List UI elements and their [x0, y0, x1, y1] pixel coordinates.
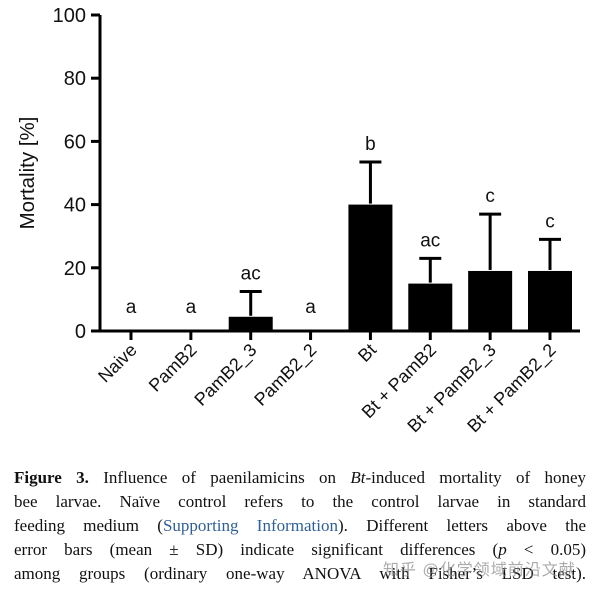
y-tick-label: 100: [53, 5, 86, 27]
bar: [228, 316, 273, 331]
caption-line: feeding medium (Supporting Information).…: [14, 514, 586, 538]
sig-letter: a: [305, 297, 316, 318]
caption-text: among groups (ordinary one-way ANOVA wit…: [14, 564, 586, 583]
caption-line: error bars (mean ± SD) indicate signific…: [14, 538, 586, 562]
caption-italic-text: p: [498, 540, 507, 559]
supporting-information-link[interactable]: Supporting Information: [162, 516, 339, 535]
caption-text: -induced mortality of honey: [365, 468, 586, 487]
caption-text: bee larvae. Naïve control refers to the …: [14, 492, 586, 511]
bar: [468, 270, 513, 331]
figure-caption: Figure 3. Influence of paenilamicins on …: [14, 466, 586, 586]
sig-letter: b: [365, 134, 376, 155]
caption-line: among groups (ordinary one-way ANOVA wit…: [14, 562, 586, 586]
x-tick-label: Naive: [94, 340, 141, 387]
caption-text: < 0.05): [506, 540, 586, 559]
x-tick-label: Bt: [354, 340, 380, 366]
bar: [348, 204, 393, 331]
y-tick-label: 0: [75, 321, 86, 343]
bar: [528, 270, 572, 331]
sig-letter: c: [485, 186, 495, 207]
caption-italic-text: Bt: [350, 468, 366, 487]
caption-text: ). Different letters above the: [338, 516, 586, 535]
caption-text: Influence of paenilamicins on: [88, 468, 351, 487]
figure-label: Figure 3.: [14, 468, 89, 487]
caption-text: feeding medium (: [14, 516, 163, 535]
caption-text: error bars (mean ± SD) indicate signific…: [14, 540, 499, 559]
caption-line: bee larvae. Naïve control refers to the …: [14, 490, 586, 514]
y-tick-label: 40: [64, 195, 86, 217]
sig-letter: c: [545, 211, 555, 232]
y-tick-label: 60: [64, 131, 86, 153]
sig-letter: ac: [241, 264, 261, 285]
x-tick-label: PamB2: [145, 340, 201, 396]
sig-letter: a: [186, 297, 197, 318]
y-tick-label: 20: [64, 258, 86, 280]
x-tick-label: PamB2_2: [250, 340, 321, 411]
bar: [408, 283, 453, 331]
sig-letter: ac: [420, 230, 440, 251]
sig-letter: a: [126, 297, 137, 318]
caption-line: Figure 3. Influence of paenilamicins on …: [14, 466, 586, 490]
x-tick-label: PamB2_3: [190, 340, 261, 411]
y-axis-label: Mortality [%]: [16, 117, 39, 230]
y-tick-label: 80: [64, 68, 86, 90]
